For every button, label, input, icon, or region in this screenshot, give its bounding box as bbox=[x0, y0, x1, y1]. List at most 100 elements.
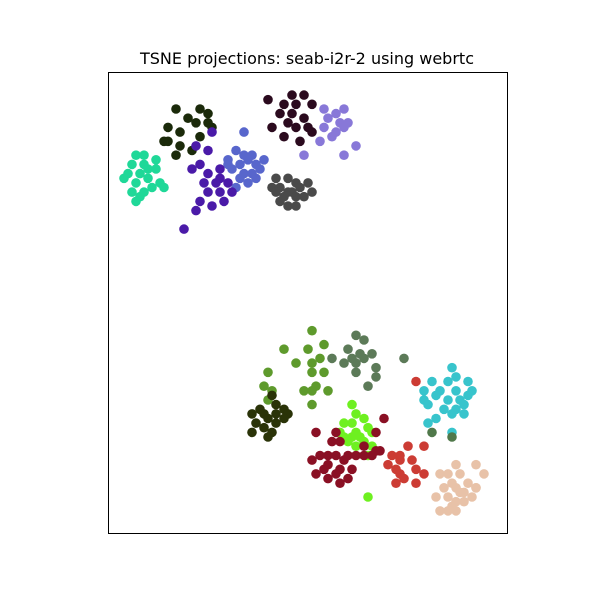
data-point bbox=[187, 164, 197, 174]
data-point bbox=[307, 367, 317, 378]
data-point bbox=[447, 409, 457, 419]
series-6 bbox=[119, 150, 169, 207]
data-point bbox=[443, 469, 453, 479]
data-point bbox=[399, 473, 409, 484]
data-point bbox=[435, 469, 445, 479]
data-point bbox=[335, 436, 345, 447]
data-point bbox=[467, 492, 477, 502]
data-point bbox=[331, 450, 341, 461]
data-point bbox=[319, 367, 329, 378]
data-point bbox=[259, 381, 269, 392]
data-point bbox=[411, 478, 421, 489]
data-point bbox=[231, 145, 241, 156]
data-point bbox=[203, 168, 213, 179]
data-point bbox=[443, 376, 453, 387]
data-point bbox=[151, 164, 161, 174]
data-point bbox=[271, 399, 281, 410]
data-point bbox=[395, 455, 405, 465]
series-11 bbox=[419, 362, 477, 438]
data-point bbox=[283, 118, 293, 128]
data-point bbox=[251, 418, 261, 428]
data-point bbox=[463, 376, 473, 387]
series-10 bbox=[247, 390, 293, 442]
data-point bbox=[307, 99, 317, 110]
data-point bbox=[131, 178, 141, 188]
data-point bbox=[175, 141, 185, 151]
data-point bbox=[443, 492, 453, 502]
data-point bbox=[271, 418, 281, 428]
data-point bbox=[471, 459, 481, 470]
data-point bbox=[279, 413, 289, 424]
data-point bbox=[315, 136, 325, 147]
series-7 bbox=[267, 173, 317, 211]
series-14 bbox=[383, 376, 429, 489]
data-point bbox=[351, 141, 361, 151]
data-point bbox=[287, 90, 297, 100]
data-point bbox=[279, 99, 289, 110]
data-point bbox=[207, 201, 217, 211]
data-point bbox=[347, 418, 357, 428]
data-point bbox=[147, 182, 157, 193]
data-point bbox=[379, 413, 389, 424]
data-point bbox=[327, 131, 337, 142]
data-point bbox=[143, 164, 153, 174]
data-point bbox=[375, 446, 385, 456]
data-point bbox=[299, 150, 309, 160]
data-point bbox=[191, 205, 201, 216]
data-point bbox=[323, 113, 333, 123]
data-point bbox=[203, 187, 213, 197]
data-point bbox=[319, 104, 329, 114]
data-point bbox=[351, 330, 361, 341]
data-point bbox=[299, 90, 309, 100]
data-point bbox=[307, 455, 317, 465]
data-point bbox=[203, 145, 213, 156]
data-point bbox=[339, 455, 349, 465]
data-point bbox=[247, 427, 257, 438]
data-point bbox=[447, 501, 457, 512]
data-point bbox=[447, 432, 457, 442]
data-point bbox=[359, 441, 369, 452]
data-point bbox=[339, 150, 349, 160]
data-point bbox=[319, 339, 329, 350]
data-point bbox=[307, 358, 317, 368]
data-point bbox=[439, 483, 449, 493]
data-point bbox=[235, 173, 245, 184]
data-point bbox=[399, 353, 409, 364]
data-point bbox=[207, 127, 217, 137]
data-point bbox=[291, 99, 301, 110]
data-point bbox=[451, 386, 461, 396]
data-point bbox=[479, 469, 489, 479]
data-point bbox=[443, 395, 453, 405]
data-point bbox=[323, 386, 333, 396]
data-point bbox=[327, 353, 337, 364]
data-point bbox=[459, 399, 469, 410]
data-point bbox=[371, 427, 381, 438]
data-point bbox=[171, 104, 181, 114]
data-point bbox=[363, 492, 373, 502]
data-point bbox=[131, 196, 141, 207]
data-point bbox=[411, 464, 421, 475]
data-point bbox=[339, 104, 349, 114]
data-point bbox=[275, 196, 285, 207]
data-point bbox=[183, 113, 193, 123]
data-point bbox=[179, 224, 189, 234]
data-point bbox=[139, 150, 149, 160]
data-point bbox=[195, 131, 205, 142]
data-point bbox=[215, 173, 225, 184]
data-point bbox=[263, 367, 273, 378]
data-point bbox=[307, 399, 317, 410]
data-point bbox=[191, 141, 201, 151]
data-point bbox=[195, 196, 205, 207]
data-point bbox=[299, 386, 309, 396]
data-point bbox=[431, 492, 441, 502]
data-point bbox=[303, 344, 313, 355]
data-point bbox=[243, 178, 253, 188]
data-point bbox=[343, 473, 353, 484]
data-point bbox=[351, 358, 361, 368]
data-point bbox=[451, 372, 461, 382]
data-point bbox=[195, 159, 205, 170]
data-point bbox=[359, 335, 369, 345]
data-point bbox=[323, 450, 333, 461]
